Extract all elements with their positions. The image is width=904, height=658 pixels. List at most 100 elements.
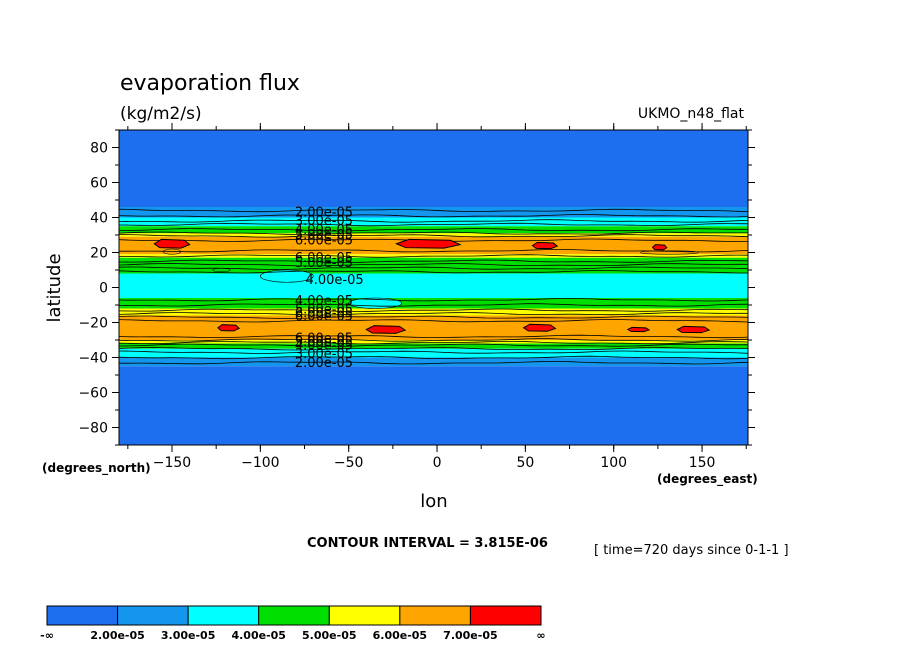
contour-label-13: 5.00e-05	[295, 335, 353, 350]
contour-line-3	[119, 222, 748, 227]
hotspot-8	[626, 326, 651, 333]
contour-interval-label: CONTOUR INTERVAL = 3.815E-06	[307, 536, 548, 551]
y-tick-label-0: 80	[90, 141, 108, 157]
contour-label-3: 5.00e-05	[295, 228, 353, 243]
contour-line-15	[119, 303, 748, 307]
contour-label-11: 6.00e-05	[295, 310, 353, 325]
contour-label-2: 4.00e-05	[295, 223, 353, 238]
contour-line-5	[119, 231, 748, 235]
y-tick-label-7: −60	[78, 386, 108, 402]
y-tick-label-3: 20	[90, 246, 108, 262]
axes: −150 −100 −50 0 50 100 150 80 60 40 20 0 −20 −40 −60 −8…	[78, 123, 755, 471]
x-tick-label-4: 50	[516, 455, 534, 471]
contour-line-9	[119, 254, 748, 258]
legend-swatch-5	[399, 605, 471, 626]
contour-line-24	[119, 347, 748, 351]
contour-band-13	[119, 343, 748, 349]
chart-units: (kg/m2/s)	[120, 104, 202, 124]
legend-label-0: -∞	[40, 629, 54, 642]
contour-band-8	[119, 273, 748, 298]
contour-band-12	[119, 340, 748, 344]
x-tick-label-3: 0	[433, 455, 442, 471]
contour-label-4: 6.00e-05	[295, 233, 353, 248]
contour-line-4	[119, 228, 748, 232]
contour-line-21	[119, 338, 748, 342]
contour-line-18	[119, 315, 748, 319]
contour-line-17	[119, 312, 748, 316]
legend-label-1: 2.00e-05	[90, 629, 144, 642]
contour-label-16: 2.00e-05	[295, 356, 353, 371]
contour-line-12	[119, 266, 748, 270]
x-tick-label-5: 100	[600, 455, 627, 471]
x-units-label: (degrees_east)	[657, 472, 758, 487]
contour-band-14	[119, 348, 748, 358]
y-tick-label-2: 40	[90, 211, 108, 227]
contour-label-1: 3.00e-05	[295, 214, 353, 229]
legend-label-7: ∞	[536, 629, 545, 642]
y-axis-title: latitude	[44, 253, 65, 322]
legend-swatch-3	[258, 605, 330, 626]
hotspot-4	[217, 324, 241, 332]
contour-label-7: 4.00e-05	[305, 273, 363, 288]
contour-feature-0	[260, 269, 314, 283]
legend-label-4: 5.00e-05	[302, 629, 356, 642]
contour-label-5: 6.00e-05	[295, 251, 353, 266]
hotspot-6	[522, 323, 557, 332]
contour-band-9	[119, 298, 748, 309]
legend-swatch-1	[117, 605, 189, 626]
hotspot-2	[531, 241, 559, 250]
contour-label-12: 6.00e-05	[295, 331, 353, 346]
x-tick-label-6: 150	[689, 455, 716, 471]
contour-line-0	[119, 208, 748, 213]
contour-line-23	[119, 343, 748, 347]
contour-line-11	[119, 263, 748, 267]
y-tick-label-5: −20	[78, 316, 108, 332]
contour-label-6: 5.00e-05	[295, 256, 353, 271]
legend-swatch-0	[46, 605, 119, 626]
chart-title: evaporation flux	[120, 71, 300, 96]
contour-line-1	[119, 214, 748, 218]
contour-label-14: 4.00e-05	[295, 338, 353, 353]
x-tick-label-2: −50	[334, 455, 364, 471]
contour-line-26	[119, 355, 748, 360]
contour-line-2	[119, 219, 748, 223]
legend-swatch-4	[328, 605, 401, 626]
contour-band-10	[119, 308, 748, 316]
legend-swatch-6	[469, 605, 542, 626]
contour-label-15: 3.00e-05	[295, 347, 353, 362]
contour-label-0: 2.00e-05	[295, 205, 353, 220]
contour-line-8	[119, 249, 748, 253]
contour-line-19	[119, 319, 748, 323]
y-tick-label-1: 60	[90, 176, 108, 192]
contour-line-13	[119, 270, 748, 274]
legend-label-6: 7.00e-05	[443, 629, 497, 642]
y-units-label: (degrees_north)	[42, 461, 151, 476]
hotspot-1	[394, 238, 462, 249]
contour-band-1	[119, 207, 748, 218]
contour-feature-1	[212, 267, 231, 273]
x-axis-title: lon	[420, 491, 447, 512]
contour-line-6	[119, 234, 748, 238]
contour-line-27	[119, 361, 748, 365]
y-tick-label-6: −40	[78, 351, 108, 367]
contour-line-22	[119, 341, 748, 345]
contour-label-8: 4.00e-05	[295, 294, 353, 309]
hotspot-7	[676, 325, 711, 334]
hotspot-5	[365, 325, 407, 334]
plot-area	[119, 130, 748, 445]
color-legend: -∞ 2.00e-05 3.00e-05 4.00e-05 5.00e-05 6.00e-…	[40, 605, 546, 642]
legend-label-5: 6.00e-05	[373, 629, 427, 642]
contour-band-15	[119, 357, 748, 367]
contour-band-16	[119, 366, 748, 445]
contour-line-20	[119, 334, 748, 339]
hotspot-3	[651, 244, 668, 251]
y-tick-label-8: −80	[78, 421, 108, 437]
contour-label-9: 5.00e-05	[295, 303, 353, 318]
contour-line-16	[119, 308, 748, 312]
contour-line-14	[119, 298, 748, 302]
legend-label-2: 3.00e-05	[161, 629, 215, 642]
x-tick-label-0: −150	[153, 455, 191, 471]
contour-line-10	[119, 259, 748, 263]
contour-line-25	[119, 350, 748, 354]
